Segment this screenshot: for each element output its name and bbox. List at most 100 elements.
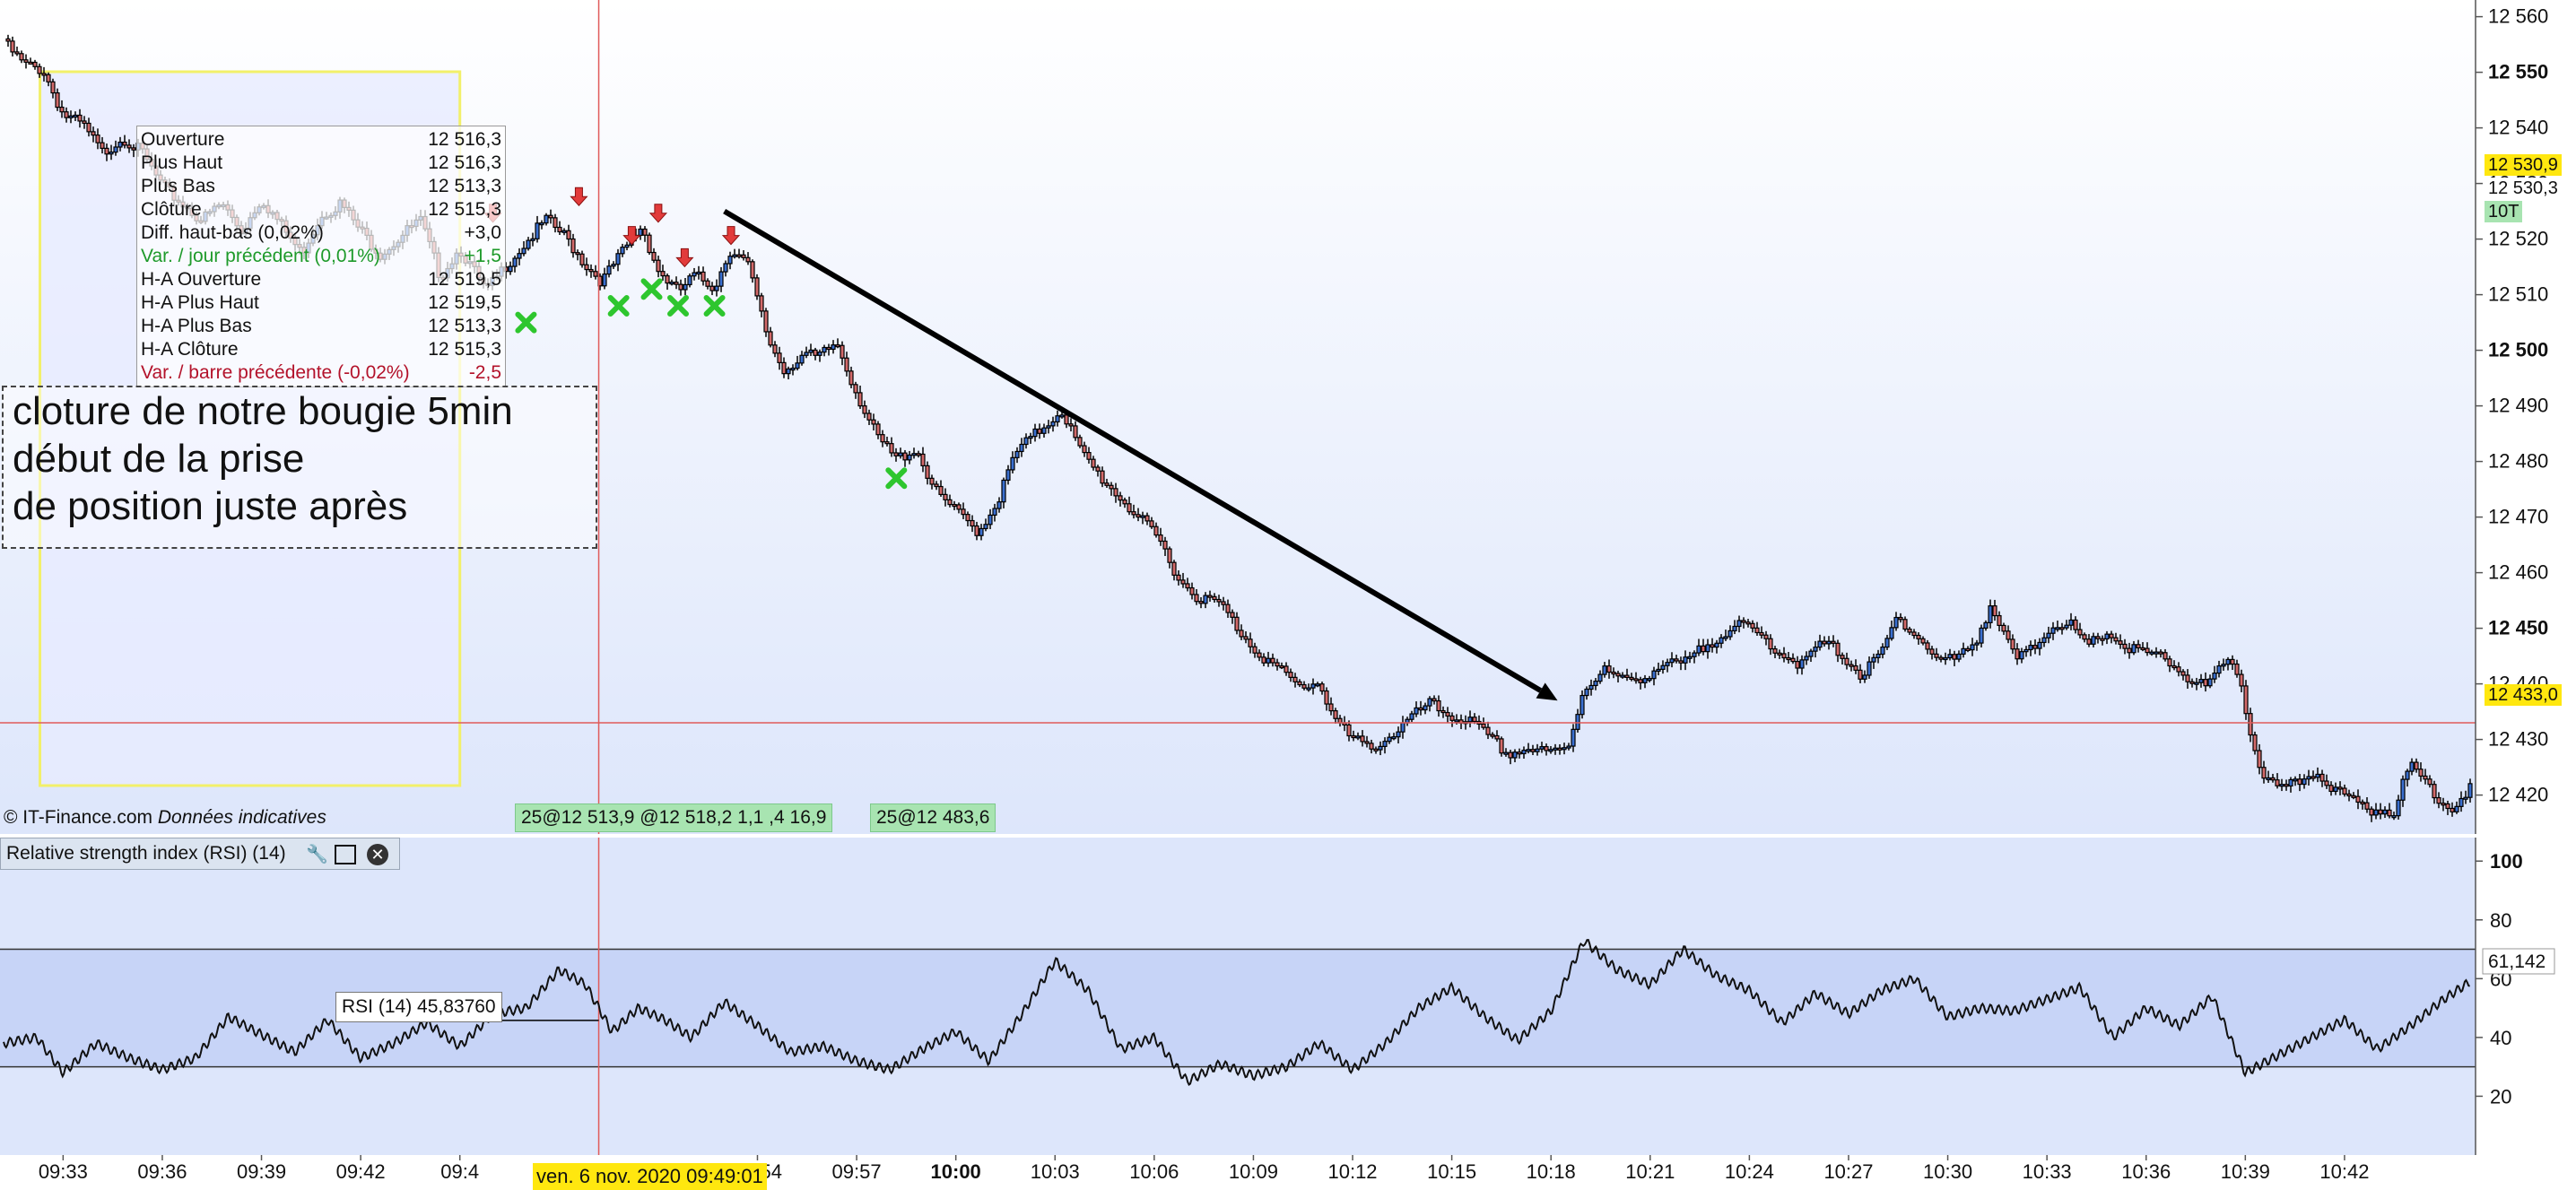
candle-body <box>732 254 737 257</box>
ohlc-label: Clôture <box>141 199 202 220</box>
candle-body <box>642 228 648 236</box>
candle-body <box>808 349 814 353</box>
candle-body <box>844 357 849 372</box>
candle-body <box>1647 678 1652 682</box>
candle-body <box>1041 427 1047 434</box>
sell-signal-marker <box>721 226 741 246</box>
candle-body <box>109 152 114 155</box>
candle-body <box>1185 583 1190 589</box>
candle-body <box>68 115 74 118</box>
candle-body <box>1548 749 1553 752</box>
candle-body <box>1606 665 1612 673</box>
candle-body <box>1853 664 1858 671</box>
candle-body <box>1252 646 1258 654</box>
candle-body <box>1055 415 1060 423</box>
candle-body <box>1207 595 1213 598</box>
candle-body <box>1136 514 1141 518</box>
candle-body <box>974 525 979 536</box>
candle-body <box>1077 437 1083 447</box>
candle-body <box>1270 657 1275 664</box>
candle-body <box>2409 761 2415 772</box>
candle-body <box>2351 795 2356 798</box>
order-tag-left[interactable]: 25@12 513,9 @12 518,2 1,1 ,4 16,9 <box>515 803 833 832</box>
time-tick-label: 10:33 <box>2023 1160 2072 1183</box>
candle-body <box>2369 808 2374 816</box>
candle-body <box>1884 638 1890 648</box>
candle-body <box>1521 750 1527 755</box>
candle-body <box>620 247 625 255</box>
candle-body <box>1898 616 1903 621</box>
candle-body <box>1665 662 1670 666</box>
candle-body <box>624 244 630 248</box>
candle-body <box>2450 807 2455 812</box>
candle-body <box>1705 644 1710 653</box>
buy-signal-marker <box>703 295 726 317</box>
candle-body <box>1799 659 1805 669</box>
candle-body <box>1741 620 1746 623</box>
window-icon[interactable] <box>335 845 356 864</box>
candle-body <box>772 344 778 354</box>
rsi-tick-label: 20 <box>2490 1085 2511 1107</box>
candle-body <box>570 238 576 254</box>
candle-body <box>1091 458 1096 468</box>
candle-body <box>1064 414 1069 425</box>
candle-body <box>2171 664 2177 669</box>
candle-body <box>1292 676 1298 682</box>
candle-body <box>822 346 827 353</box>
candle-body <box>2355 795 2361 803</box>
ohlc-row: H-A Plus Haut 12 519,5 <box>139 291 501 315</box>
candle-body <box>2297 778 2302 786</box>
candle-body <box>584 264 589 271</box>
candle-body <box>615 253 621 265</box>
candle-body <box>1059 414 1065 418</box>
candle-body <box>2082 634 2087 640</box>
candle-body <box>1902 619 1908 630</box>
candle-body <box>2086 638 2092 645</box>
candle-body <box>32 61 38 67</box>
candle-body <box>1571 728 1576 747</box>
candle-body <box>1333 710 1338 719</box>
candle-body <box>2010 638 2015 650</box>
time-tick-label: 10:21 <box>1625 1160 1675 1183</box>
candle-body <box>1656 668 1661 672</box>
candle-body <box>2104 633 2110 640</box>
candle-body <box>2288 778 2293 787</box>
candle-body <box>938 485 944 496</box>
candle-body <box>1162 540 1168 550</box>
candle-body <box>1714 642 1719 648</box>
candle-body <box>1620 674 1625 678</box>
candle-body <box>73 114 78 118</box>
candle-body <box>91 131 96 136</box>
candle-body <box>983 524 988 530</box>
candle-body <box>2279 784 2284 787</box>
order-tag-right[interactable]: 25@12 483,6 <box>870 803 996 832</box>
last-price-label: 12 530,9 <box>2485 154 2562 176</box>
candle-body <box>526 239 531 249</box>
candle-body <box>1732 625 1737 632</box>
candle-body <box>2234 663 2240 675</box>
candle-body <box>835 344 840 348</box>
close-icon[interactable]: ✕ <box>367 844 388 865</box>
candle-body <box>2405 770 2410 780</box>
candle-body <box>579 253 585 265</box>
candle-body <box>2270 777 2276 781</box>
candle-body <box>849 370 854 386</box>
candle-body <box>1225 604 1231 613</box>
candle-body <box>2149 651 2154 655</box>
candle-body <box>2131 644 2137 654</box>
candle-body <box>611 264 616 267</box>
wrench-icon[interactable]: 🔧 <box>306 845 328 864</box>
candle-body <box>2068 619 2074 626</box>
candle-body <box>2019 651 2024 660</box>
candle-body <box>1988 605 1993 623</box>
candle-body <box>813 349 818 356</box>
candle-body <box>1127 503 1132 513</box>
interval-label[interactable]: 10T <box>2485 201 2523 222</box>
candle-body <box>2467 783 2473 798</box>
candle-body <box>916 453 921 456</box>
candle-body <box>2176 666 2181 673</box>
candle-body <box>1140 515 1145 518</box>
candle-body <box>2378 809 2383 815</box>
